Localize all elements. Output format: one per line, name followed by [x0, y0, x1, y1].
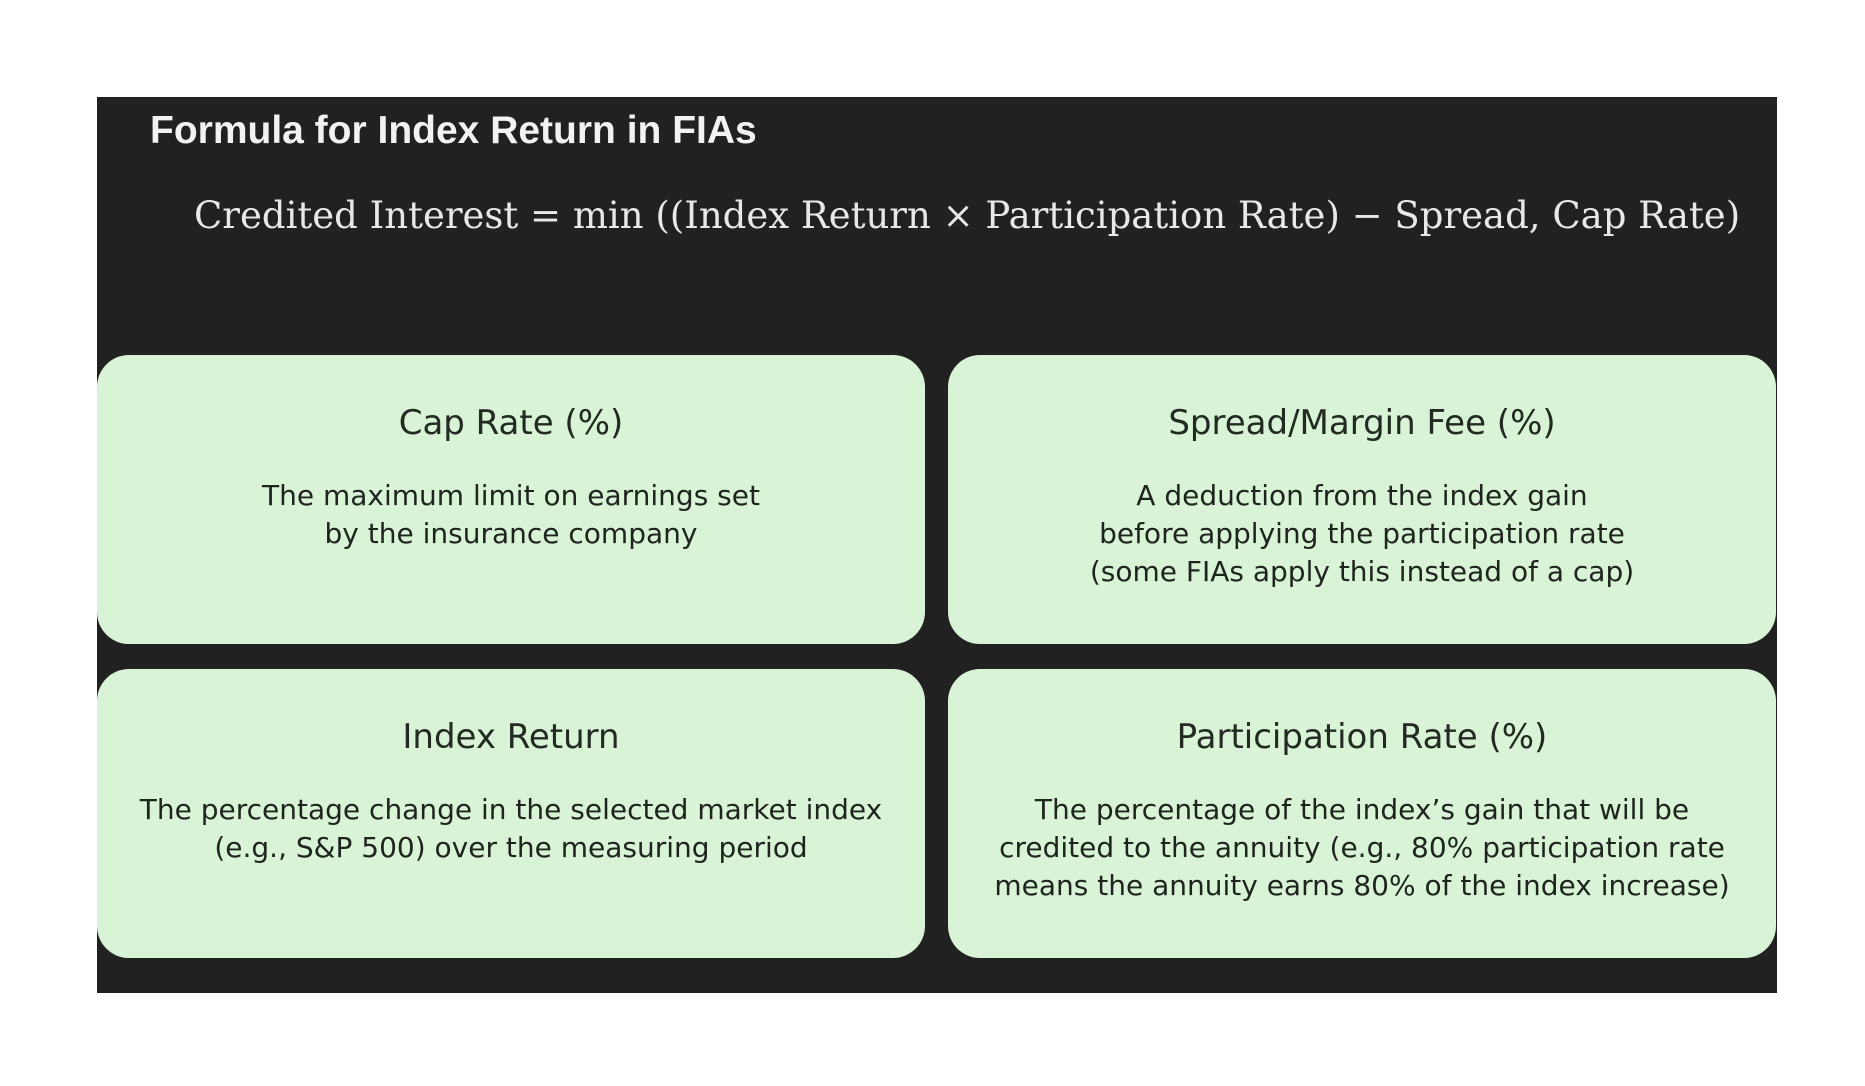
card-description-line: The maximum limit on earnings set [262, 479, 760, 512]
formula-comma: , [1528, 194, 1553, 237]
card-description: The percentage of the index’s gain that … [958, 791, 1766, 905]
formula-min-function: min [572, 194, 644, 237]
credited-interest-formula: Credited Interest = min ((Index Return ×… [194, 190, 1740, 242]
card-description-line: before applying the participation rate [1099, 517, 1625, 550]
formula-open-paren: (( [643, 194, 685, 237]
card-title: Spread/Margin Fee (%) [1168, 403, 1556, 443]
card-description-line: (e.g., S&P 500) over the measuring perio… [214, 831, 808, 864]
card-description-line: means the annuity earns 80% of the index… [994, 869, 1730, 902]
card-description-line: A deduction from the index gain [1136, 479, 1588, 512]
card-description: A deduction from the index gain before a… [958, 477, 1766, 591]
card-description: The percentage change in the selected ma… [107, 791, 915, 867]
formula-close-outer-paren: ) [1725, 194, 1741, 237]
card-description: The maximum limit on earnings set by the… [107, 477, 915, 553]
formula-panel: Formula for Index Return in FIAs Credite… [97, 97, 1777, 993]
formula-cap-rate: Cap Rate [1552, 194, 1726, 237]
participation-rate-card: Participation Rate (%) The percentage of… [948, 669, 1776, 958]
card-description-line: credited to the annuity (e.g., 80% parti… [999, 831, 1725, 864]
spread-margin-fee-card: Spread/Margin Fee (%) A deduction from t… [948, 355, 1776, 644]
card-description-line: The percentage of the index’s gain that … [1034, 793, 1690, 826]
card-description-line: (some FIAs apply this instead of a cap) [1089, 555, 1635, 588]
card-description-line: by the insurance company [324, 517, 698, 550]
formula-minus-sign: − [1339, 194, 1395, 237]
card-title: Index Return [402, 717, 620, 757]
formula-lhs: Credited Interest [194, 194, 519, 237]
formula-index-return: Index Return [684, 194, 931, 237]
card-description-line: The percentage change in the selected ma… [139, 793, 883, 826]
formula-times-sign: × [930, 194, 986, 237]
cap-rate-card: Cap Rate (%) The maximum limit on earnin… [97, 355, 925, 644]
formula-equals-sign: = [518, 194, 573, 237]
card-title: Participation Rate (%) [1176, 717, 1548, 757]
panel-title: Formula for Index Return in FIAs [150, 109, 757, 152]
index-return-card: Index Return The percentage change in th… [97, 669, 925, 958]
formula-participation-rate: Participation Rate [985, 194, 1326, 237]
card-title: Cap Rate (%) [398, 403, 624, 443]
formula-spread: Spread [1394, 194, 1529, 237]
formula-close-inner-paren: ) [1325, 194, 1340, 237]
